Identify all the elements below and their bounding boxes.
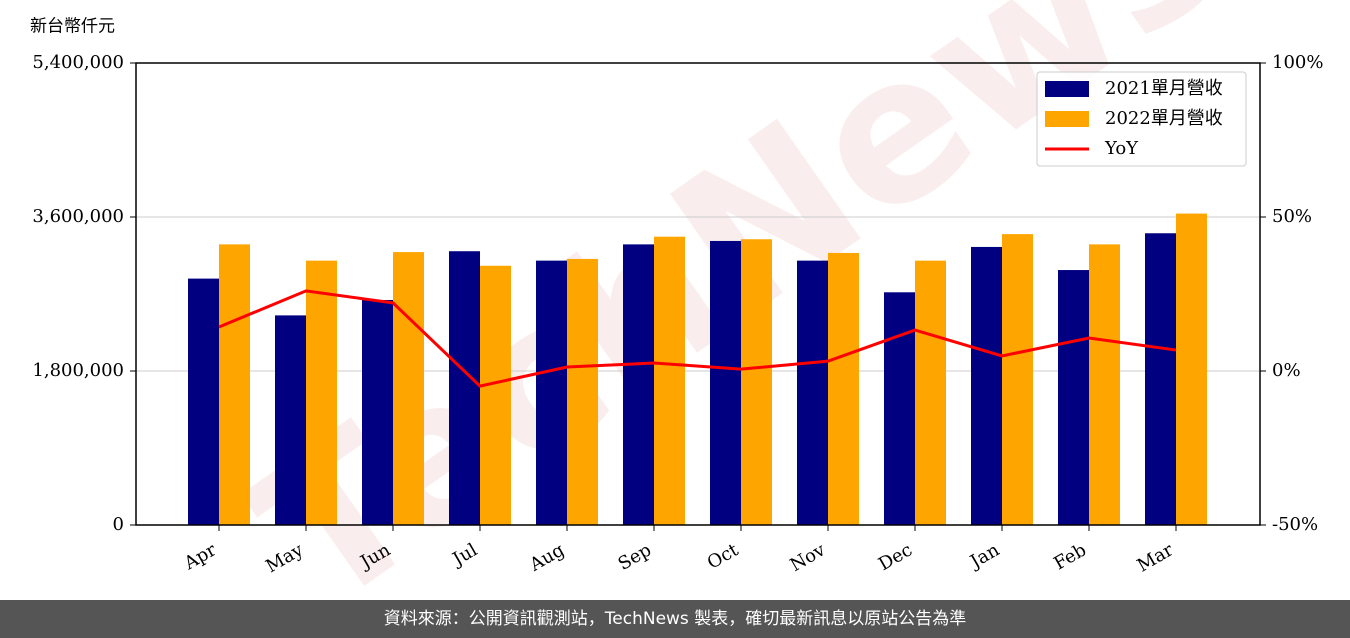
bar (449, 251, 480, 525)
bar (623, 244, 654, 525)
bar (275, 315, 306, 525)
bar (797, 260, 828, 525)
bar (306, 260, 337, 525)
bar (567, 258, 598, 525)
bar (654, 236, 685, 525)
legend-box (1036, 71, 1247, 167)
bar (536, 260, 567, 525)
legend-swatch (1045, 111, 1089, 127)
x-tick-label: Oct (704, 539, 743, 574)
bar (971, 246, 1002, 525)
x-tick-label: Apr (180, 539, 220, 574)
bar (741, 239, 772, 525)
bar (1145, 233, 1176, 525)
x-tick-label: Jan (965, 539, 1003, 573)
y-tick-label: 5,400,000 (32, 52, 124, 73)
bar (884, 292, 915, 525)
legend-label: 2021單月營收 (1105, 78, 1223, 99)
bar (1002, 234, 1033, 525)
x-tick-label: Dec (875, 539, 916, 575)
bar (1058, 270, 1089, 525)
y-axis-label: 新台幣仟元 (30, 17, 115, 37)
x-tick-label: Nov (787, 539, 830, 576)
bar (1089, 244, 1120, 525)
legend-label: 2022單月營收 (1105, 108, 1223, 129)
footer-text: 資料來源：公開資訊觀測站，TechNews 製表，確切最新訊息以原站公告為準 (384, 609, 966, 629)
bar (828, 252, 859, 525)
y2-tick-label: -50% (1272, 514, 1318, 535)
bar (915, 260, 946, 525)
bar (480, 265, 511, 525)
y-tick-label: 1,800,000 (32, 360, 124, 381)
bar (710, 240, 741, 525)
bar (219, 244, 250, 525)
y2-tick-label: 100% (1272, 52, 1323, 73)
bar (188, 278, 219, 525)
line (218, 289, 1177, 388)
legend-swatch (1045, 81, 1089, 97)
y2-tick-label: 50% (1272, 206, 1312, 227)
y-tick-label: 3,600,000 (32, 206, 124, 227)
x-tick-label: Sep (615, 539, 655, 574)
bar (362, 299, 393, 525)
x-tick-label: Aug (525, 539, 568, 576)
legend-label: YoY (1104, 138, 1139, 159)
footer-bar (0, 600, 1350, 638)
x-tick-label: Mar (1134, 539, 1178, 576)
x-tick-label: Feb (1050, 539, 1090, 574)
y-tick-label: 0 (113, 514, 124, 535)
bar (1176, 213, 1207, 526)
plot-frame (135, 62, 1261, 526)
bar (393, 252, 424, 526)
y2-tick-label: 0% (1272, 360, 1301, 381)
